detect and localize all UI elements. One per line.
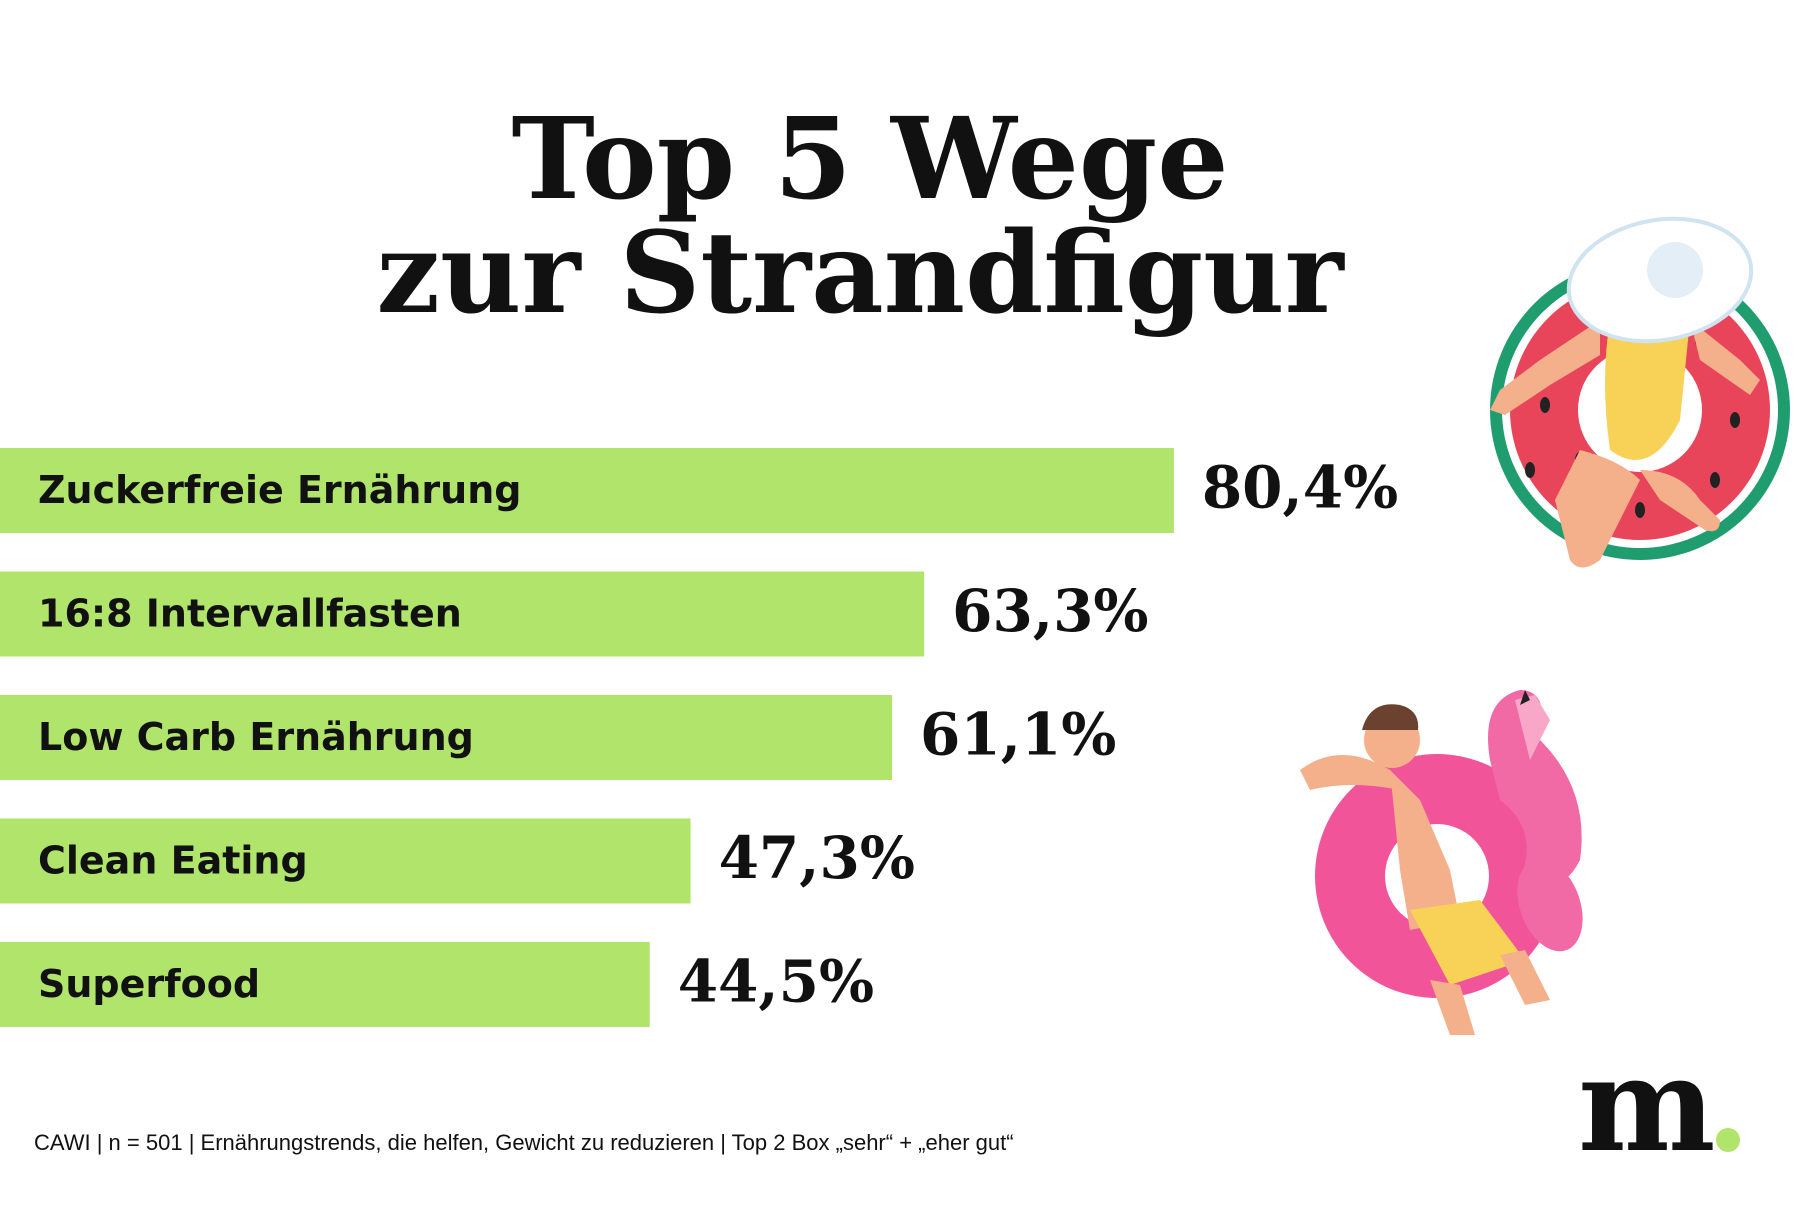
value-label: 61,1% — [920, 701, 1116, 769]
category-label: Zuckerfreie Ernährung — [38, 468, 521, 512]
chart-title: zur Strandfigur — [376, 208, 1345, 339]
bar — [0, 942, 650, 1027]
bar — [0, 818, 691, 904]
value-label: 80,4% — [1202, 454, 1398, 522]
value-label: 44,5% — [678, 948, 874, 1016]
bar — [0, 448, 1174, 533]
bar — [0, 695, 893, 780]
logo: m — [1578, 1028, 1716, 1181]
value-label: 47,3% — [719, 824, 915, 892]
illustration-flamingo — [1300, 690, 1583, 1035]
category-label: Low Carb Ernährung — [38, 715, 474, 759]
category-label: 16:8 Intervallfasten — [38, 592, 462, 636]
bar — [0, 571, 925, 657]
logo-dot — [1716, 1128, 1740, 1152]
footnote: CAWI | n = 501 | Ernährungstrends, die h… — [34, 1130, 1014, 1155]
value-label: 63,3% — [952, 577, 1148, 645]
illustration-watermelon — [1490, 216, 1790, 568]
chart-title: Top 5 Wege — [512, 94, 1229, 225]
category-label: Clean Eating — [38, 839, 308, 883]
category-label: Superfood — [38, 962, 260, 1006]
